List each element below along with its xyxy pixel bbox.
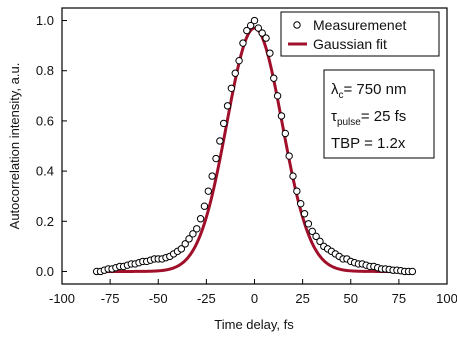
x-tick-label: -50 [149, 291, 168, 306]
legend-label-gaussian: Gaussian fit [313, 36, 387, 52]
y-axis-title: Autocorrelation intensity, a.u. [7, 63, 22, 230]
x-tick-label: 50 [344, 291, 358, 306]
measurement-point [308, 227, 316, 236]
gaussian-fit-line [96, 26, 413, 273]
param-tbp: TBP = 1.2x [331, 135, 406, 152]
measurement-point [227, 84, 236, 92]
y-tick-label: 0.6 [36, 113, 54, 128]
parameter-box-frame [323, 69, 435, 159]
measurement-point [193, 225, 201, 233]
measurement-point [300, 210, 309, 218]
x-axis-title: Time delay, fs [214, 317, 294, 332]
measurement-point [262, 34, 270, 42]
measurement-point [281, 129, 289, 138]
measurement-point [297, 200, 305, 208]
measurement-point [223, 102, 232, 110]
measurement-point [258, 29, 266, 37]
measurement-point [181, 240, 189, 248]
measurement-point [316, 237, 324, 246]
measurement-point [273, 92, 282, 100]
legend: Measuremenet Gaussian fit [280, 11, 440, 57]
measurement-point [196, 215, 205, 223]
measurement-point [270, 74, 278, 82]
y-tick-label: 0.0 [36, 264, 54, 279]
measurement-point [277, 112, 286, 120]
measurement-point [216, 137, 224, 145]
y-tick-label: 0.4 [36, 164, 54, 179]
legend-box [280, 11, 440, 57]
legend-label-measurement: Measuremenet [313, 17, 406, 33]
measurement-point [250, 16, 259, 25]
x-tick-label: 75 [392, 291, 406, 306]
measurement-point [208, 172, 216, 180]
param-pulse-duration: τpulse= 25 fs [331, 108, 406, 128]
measurement-point [231, 69, 239, 77]
y-tick-label: 1.0 [36, 13, 54, 28]
measurement-point [235, 56, 243, 65]
x-tick-label: 0 [251, 291, 258, 306]
measurement-point [289, 172, 297, 180]
measurement-point [246, 21, 255, 30]
measurement-point [243, 26, 251, 35]
y-axis: 0.0 0.2 0.4 0.6 0.8 1.0 [36, 13, 67, 279]
measurement-point [189, 230, 197, 238]
measurement-point [285, 152, 293, 160]
parameter-box: λc= 750 nm τpulse= 25 fs TBP = 1.2x [323, 69, 435, 159]
measurement-point [177, 245, 186, 253]
measurement-point [185, 235, 193, 243]
x-tick-label: 100 [436, 291, 457, 306]
x-tick-label: -100 [49, 291, 75, 306]
measurement-point [408, 267, 417, 276]
measurement-point [200, 202, 209, 210]
x-tick-label: -25 [197, 291, 216, 306]
measurement-point [220, 119, 228, 128]
measurement-point [239, 39, 247, 47]
x-tick-label: -75 [101, 291, 120, 306]
measurement-point [204, 187, 213, 195]
measurement-point [212, 154, 220, 163]
x-tick-label: 25 [295, 291, 309, 306]
x-axis: -100 -75 -50 -25 0 25 50 75 100 [49, 279, 457, 306]
measurement-series [92, 16, 417, 276]
y-tick-label: 0.8 [36, 63, 54, 78]
y-tick-label: 0.2 [36, 214, 54, 229]
measurement-point [266, 49, 274, 57]
measurement-point [312, 232, 320, 241]
param-wavelength: λc= 750 nm [331, 81, 406, 101]
measurement-point [254, 24, 263, 32]
measurement-point [304, 220, 313, 228]
legend-marker-measurement [293, 21, 301, 29]
measurement-point [293, 187, 301, 195]
fit-series [96, 26, 413, 273]
